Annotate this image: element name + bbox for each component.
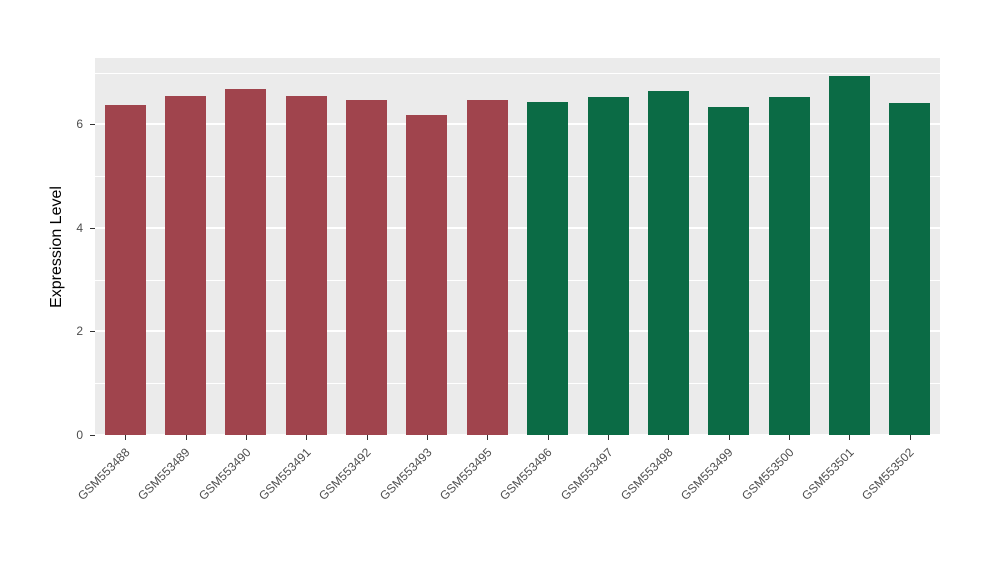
x-tick-label-GSM553489: GSM553489 <box>135 445 193 503</box>
x-tick-mark <box>245 435 247 440</box>
x-tick-mark <box>849 435 851 440</box>
y-axis-title: Expression Level <box>48 185 65 308</box>
x-tick-label-GSM553495: GSM553495 <box>436 445 495 503</box>
bar-GSM553493 <box>406 115 448 435</box>
x-tick-label-GSM553497: GSM553497 <box>557 445 616 503</box>
x-tick-mark <box>306 435 308 440</box>
minor-gridline <box>95 176 940 178</box>
x-tick-mark <box>789 435 791 440</box>
x-tick-label-GSM553498: GSM553498 <box>618 445 676 503</box>
x-tick-mark <box>608 435 610 440</box>
x-tick-label-GSM553490: GSM553490 <box>195 445 254 503</box>
plot-panel <box>95 58 940 435</box>
x-tick-label-GSM553496: GSM553496 <box>497 445 555 503</box>
x-tick-label-GSM553493: GSM553493 <box>376 445 435 503</box>
x-tick-mark <box>547 435 549 440</box>
y-tick-mark <box>90 227 95 229</box>
bar-GSM553490 <box>225 89 267 435</box>
x-tick-label-GSM553499: GSM553499 <box>678 445 736 503</box>
bar-GSM553499 <box>708 107 750 435</box>
bar-GSM553501 <box>828 76 870 435</box>
y-tick-mark <box>90 124 95 126</box>
y-tick-label: 2 <box>76 324 83 339</box>
minor-gridline <box>95 72 940 74</box>
x-tick-mark <box>487 435 489 440</box>
x-tick-mark <box>426 435 428 440</box>
major-gridline <box>95 330 940 333</box>
y-tick-label: 0 <box>76 428 83 442</box>
x-tick-mark <box>909 435 911 440</box>
x-tick-label-GSM553501: GSM553501 <box>799 445 857 503</box>
bar-GSM553496 <box>527 101 569 435</box>
bar-GSM553502 <box>889 103 931 435</box>
minor-gridline <box>95 279 940 281</box>
x-tick-label-GSM553491: GSM553491 <box>255 445 314 503</box>
bar-GSM553488 <box>104 104 146 435</box>
x-tick-mark <box>366 435 368 440</box>
major-gridline <box>95 434 940 435</box>
major-gridline <box>95 123 940 126</box>
x-tick-label-GSM553502: GSM553502 <box>859 445 918 503</box>
bar-GSM553495 <box>466 99 508 435</box>
x-tick-label-GSM553488: GSM553488 <box>74 445 133 503</box>
bar-GSM553498 <box>647 91 689 435</box>
minor-gridline <box>95 383 940 385</box>
major-gridline <box>95 226 940 229</box>
bar-GSM553497 <box>587 96 629 435</box>
y-tick-label: 4 <box>76 220 83 235</box>
y-tick-mark <box>90 435 95 436</box>
bar-GSM553500 <box>768 96 810 435</box>
bar-GSM553492 <box>346 99 388 435</box>
x-tick-mark <box>185 435 187 440</box>
x-tick-mark <box>728 435 730 440</box>
x-tick-mark <box>668 435 670 440</box>
bar-GSM553489 <box>165 95 207 435</box>
y-tick-label: 6 <box>76 117 83 132</box>
bar-GSM553491 <box>285 95 327 435</box>
x-tick-label-GSM553500: GSM553500 <box>738 445 797 503</box>
x-tick-mark <box>125 435 127 440</box>
x-tick-label-GSM553492: GSM553492 <box>316 445 374 503</box>
y-tick-mark <box>90 331 95 333</box>
